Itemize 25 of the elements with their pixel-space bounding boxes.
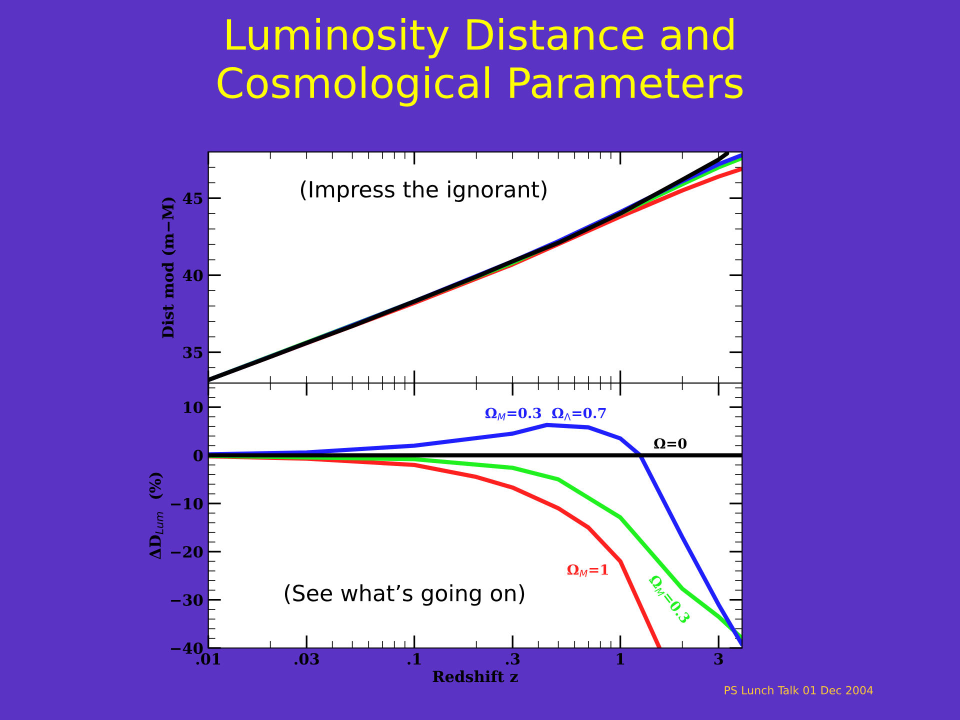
y-tick-label: 0 — [194, 450, 203, 462]
x-tick-label: .1 — [408, 653, 421, 665]
y-tick-label: 40 — [182, 270, 203, 282]
y-tick-label: −40 — [171, 642, 203, 654]
series-label: Ω=0 — [654, 438, 687, 449]
series-label: Ω$_{M}$=0.3 Ω$_{Λ}$=0.7 — [485, 408, 606, 420]
x-tick-label: .01 — [196, 653, 220, 665]
y-tick-label: −30 — [171, 594, 203, 606]
series-label: Ω$_{M}$=1 — [567, 564, 608, 577]
y-tick-label: 35 — [183, 346, 202, 358]
chart-title: Luminosity Distance and Cosmological Parameters — [218, 18, 743, 107]
text: PS Lunch Talk 01 Dec 2004 — [724, 686, 873, 694]
text: ΔD$_{Lum}$ (%) — [149, 472, 164, 560]
y-tick-label: 45 — [182, 192, 202, 204]
y-tick-label: −10 — [171, 498, 203, 510]
y-tick-label: 10 — [184, 402, 203, 414]
x-tick-label: 3 — [714, 653, 723, 665]
y-axis-title: Dist mod (m−M) — [162, 198, 176, 338]
x-axis-title: Redshift z — [432, 670, 518, 682]
x-tick-label: .03 — [294, 653, 319, 665]
y-tick-label: −20 — [171, 546, 203, 558]
text: Ω$_{M}$=0.3 — [646, 574, 692, 626]
x-tick-label: 1 — [616, 653, 624, 664]
annotation: (See what’s going on) — [284, 584, 524, 606]
x-tick-label: .3 — [506, 653, 520, 665]
